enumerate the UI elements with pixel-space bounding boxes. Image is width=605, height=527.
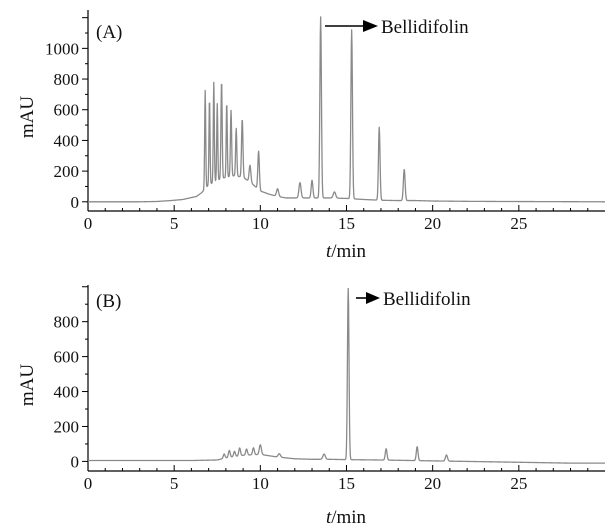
panel-a-y-tick-label: 1000 (45, 39, 79, 58)
panel-b-x-tick-label: 5 (170, 474, 179, 493)
panel-a-x-tick-label: 10 (252, 214, 269, 233)
panel-a-x-tick-label: 0 (84, 214, 93, 233)
panel-a-plot: 0 5 10 15 20 25 0 200 400 600 800 1000 (45, 10, 605, 233)
panel-a-y-axis-label: mAU (17, 96, 38, 139)
panel-b-plot: 0 5 10 15 20 25 0 200 400 600 800 (54, 285, 605, 493)
panel-a-x-tick-label: 20 (424, 214, 441, 233)
panel-a-chromatogram-trace (87, 16, 605, 203)
panel-b-x-axis-label: t/min (326, 507, 367, 527)
panel-b-annotation-arrowhead (366, 292, 380, 304)
panel-a-annotation: Bellidifolin (325, 17, 469, 38)
panel-b-annotation: Bellidifolin (356, 289, 471, 310)
panel-a: (A) mAU Bellidifolin t/min 0 5 10 15 20 25 0 20… (17, 10, 605, 262)
panel-b-x-tick-label: 15 (338, 474, 355, 493)
panel-a-x-tick-label: 25 (510, 214, 527, 233)
panel-b-x-axis-label-unit: /min (331, 507, 366, 527)
panel-b-y-tick-label: 600 (54, 348, 80, 367)
panel-a-y-tick-label: 400 (54, 131, 80, 150)
panel-b-y-tick-label: 0 (71, 452, 80, 471)
panel-a-y-tick-label: 600 (54, 101, 80, 120)
panel-a-x-tick-label: 5 (170, 214, 179, 233)
panel-a-y-tick-label: 800 (54, 70, 80, 89)
panel-b-x-axis-label-var: t (326, 507, 332, 527)
panel-a-x-axis-label-var: t (326, 241, 332, 262)
panel-a-annotation-arrowhead (363, 20, 378, 32)
panel-b: (B) mAU Bellidifolin t/min 0 5 10 15 20 25 0 20… (17, 285, 605, 527)
panel-b-x-tick-label: 0 (84, 474, 93, 493)
panel-a-annotation-text: Bellidifolin (381, 17, 469, 38)
panel-b-y-tick-label: 400 (54, 383, 80, 402)
panel-b-annotation-text: Bellidifolin (383, 289, 471, 310)
panel-b-y-tick-label: 200 (54, 417, 80, 436)
panel-b-chromatogram-trace (87, 287, 605, 464)
panel-b-y-axis-label: mAU (17, 364, 38, 407)
panel-b-x-tick-label: 10 (252, 474, 269, 493)
panel-a-x-tick-label: 15 (338, 214, 355, 233)
panel-a-x-axis-label-unit: /min (331, 241, 366, 262)
panel-a-label: (A) (96, 22, 122, 43)
panel-a-y-tick-label: 200 (54, 162, 80, 181)
panel-b-y-tick-label: 800 (54, 313, 80, 332)
panel-b-x-tick-label: 20 (424, 474, 441, 493)
panel-b-label: (B) (96, 291, 121, 312)
panel-a-x-axis-label: t/min (326, 241, 367, 262)
panel-b-x-tick-label: 25 (510, 474, 527, 493)
panel-a-y-tick-label: 0 (71, 193, 80, 212)
